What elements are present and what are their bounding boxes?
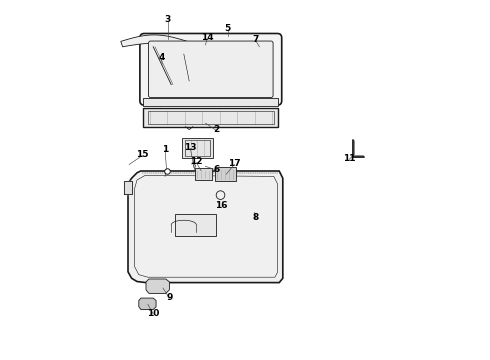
Text: 6: 6 bbox=[213, 165, 220, 174]
Text: 13: 13 bbox=[184, 143, 196, 152]
Text: 7: 7 bbox=[253, 35, 259, 44]
Bar bbox=[175, 214, 216, 236]
Text: 8: 8 bbox=[253, 213, 259, 222]
Polygon shape bbox=[146, 279, 170, 293]
Text: 4: 4 bbox=[158, 53, 165, 62]
Text: 17: 17 bbox=[228, 159, 241, 168]
Text: 5: 5 bbox=[224, 24, 230, 33]
Text: 1: 1 bbox=[162, 145, 168, 154]
FancyBboxPatch shape bbox=[140, 33, 282, 105]
Bar bbox=[148, 111, 274, 124]
Bar bbox=[144, 98, 278, 106]
Bar bbox=[185, 140, 210, 156]
Bar bbox=[144, 108, 278, 127]
Bar bbox=[182, 138, 213, 158]
Polygon shape bbox=[139, 298, 156, 310]
Text: 11: 11 bbox=[343, 154, 356, 163]
Text: 10: 10 bbox=[147, 309, 159, 318]
Bar bbox=[215, 167, 236, 181]
Polygon shape bbox=[121, 35, 187, 47]
FancyBboxPatch shape bbox=[148, 41, 273, 98]
Text: 16: 16 bbox=[215, 201, 228, 210]
Polygon shape bbox=[124, 181, 132, 194]
Text: 14: 14 bbox=[201, 33, 214, 42]
Text: 3: 3 bbox=[165, 15, 171, 24]
Text: 15: 15 bbox=[136, 150, 148, 159]
Text: 9: 9 bbox=[166, 292, 172, 302]
Text: 12: 12 bbox=[190, 157, 203, 166]
Text: 2: 2 bbox=[213, 125, 220, 134]
Polygon shape bbox=[128, 171, 283, 283]
Bar bbox=[195, 168, 212, 180]
